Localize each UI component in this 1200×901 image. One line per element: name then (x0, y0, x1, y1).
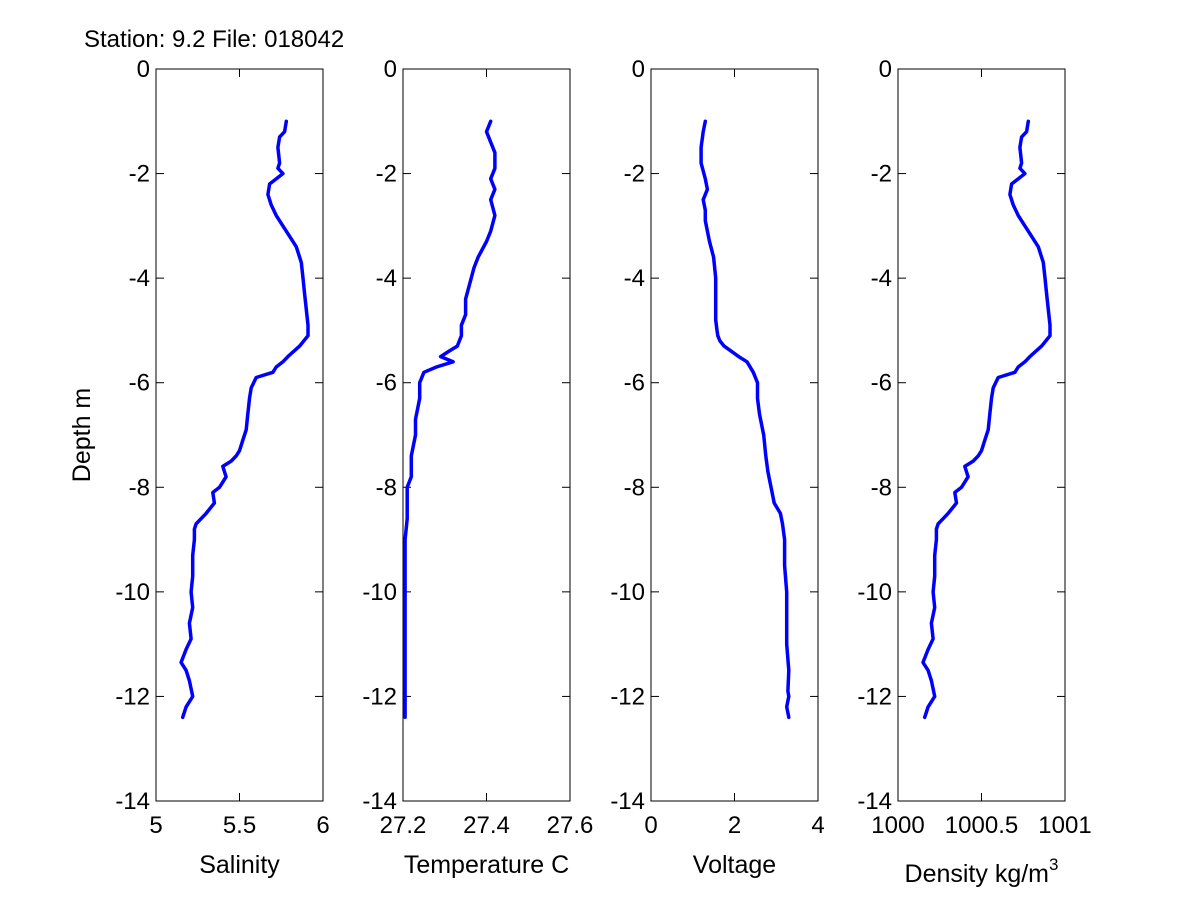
y-tick-label: -4 (129, 265, 150, 292)
y-tick-label: -6 (129, 370, 150, 397)
y-tick-label: -8 (129, 474, 150, 501)
y-axis-label: Depth m (68, 388, 96, 482)
y-tick-label: -4 (624, 265, 645, 292)
x-tick-label: 27.4 (463, 812, 510, 839)
x-axis-label: Density kg/m3 (905, 855, 1059, 888)
y-tick-label: -2 (376, 161, 397, 188)
y-tick-label: -10 (362, 579, 397, 606)
y-tick-label: -8 (624, 474, 645, 501)
x-tick-label: 1000.5 (945, 812, 1018, 839)
y-tick-label: -14 (115, 788, 150, 815)
y-tick-label: -12 (610, 683, 645, 710)
y-tick-label: 0 (632, 56, 645, 83)
y-tick-label: -10 (115, 579, 150, 606)
x-axis-label-text: Voltage (693, 851, 776, 879)
profile-line-2 (403, 119, 497, 720)
y-tick-label: -12 (857, 683, 892, 710)
y-tick-label: -2 (129, 161, 150, 188)
axes-frame (155, 68, 324, 802)
profile-line-1 (179, 119, 310, 720)
x-tick-label: 27.6 (547, 812, 594, 839)
y-tick-label: -10 (610, 579, 645, 606)
y-tick-label: -4 (376, 265, 397, 292)
y-tick-label: -4 (871, 265, 892, 292)
axes-frame (650, 68, 819, 802)
y-tick-label: -14 (610, 788, 645, 815)
y-tick-label: -2 (871, 161, 892, 188)
x-axis-label-text: Salinity (199, 851, 280, 879)
subplot-1: 0 -2 -4 -6 -8 -10 -12 -145 5.5 6 Salinity Depth m (68, 56, 330, 879)
axes-frame (402, 68, 571, 802)
x-tick-label: 2 (728, 812, 741, 839)
y-tick-label: -10 (857, 579, 892, 606)
x-tick-label: 5 (149, 812, 162, 839)
y-tick-label: -8 (871, 474, 892, 501)
profile-line-4 (921, 119, 1052, 720)
figure-title: Station: 9.2 File: 018042 (84, 26, 344, 53)
y-tick-label: -6 (376, 370, 397, 397)
x-tick-label: 4 (811, 812, 824, 839)
profile-line-3 (699, 119, 791, 720)
y-tick-label: 0 (137, 56, 150, 83)
y-tick-label: -6 (871, 370, 892, 397)
x-axis-label-text: Temperature C (404, 851, 569, 879)
y-tick-label: 0 (879, 56, 892, 83)
y-tick-label: -14 (857, 788, 892, 815)
y-tick-label: -6 (624, 370, 645, 397)
x-axis-label: Voltage (693, 851, 776, 879)
x-tick-label: 5.5 (223, 812, 256, 839)
axes-frame (897, 68, 1066, 802)
y-tick-label: -2 (624, 161, 645, 188)
x-tick-label: 27.2 (380, 812, 427, 839)
x-axis-label-superscript: 3 (1049, 855, 1058, 874)
x-axis-label: Temperature C (404, 851, 569, 879)
y-tick-label: 0 (384, 56, 397, 83)
x-axis-label-text: Density kg/m (905, 860, 1049, 888)
x-tick-label: 6 (316, 812, 329, 839)
x-tick-label: 0 (644, 812, 657, 839)
y-tick-label: -14 (362, 788, 397, 815)
x-axis-label: Salinity (199, 851, 280, 879)
y-tick-label: -8 (376, 474, 397, 501)
y-tick-label: -12 (115, 683, 150, 710)
x-tick-label: 1001 (1038, 812, 1091, 839)
y-tick-label: -12 (362, 683, 397, 710)
x-tick-label: 1000 (871, 812, 924, 839)
